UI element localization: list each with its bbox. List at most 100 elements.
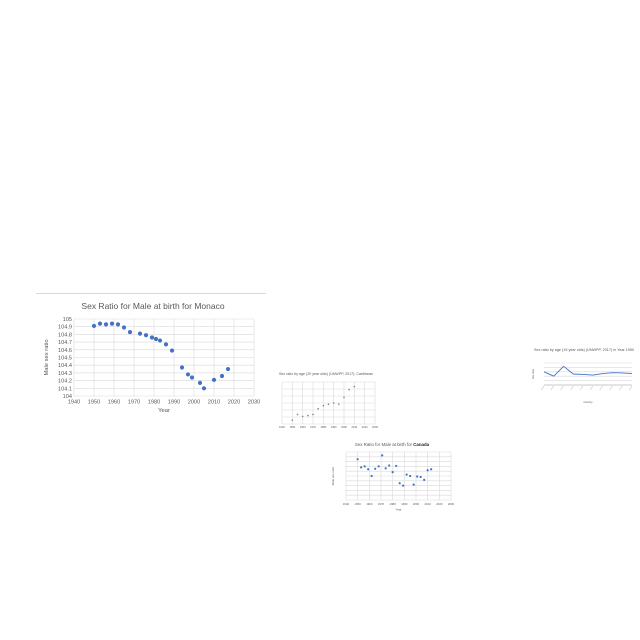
x-category-tick bbox=[628, 385, 633, 391]
chart-title: Sex Ratio for Male at birth for Monaco bbox=[81, 301, 224, 311]
x-category-tick bbox=[570, 385, 574, 391]
canada-sex-ratio-chart: Sex Ratio for Male at birth for Canada 19… bbox=[326, 440, 458, 512]
data-point bbox=[149, 335, 155, 340]
x-category-tick bbox=[609, 385, 613, 391]
data-point bbox=[189, 375, 195, 380]
x-tick-label: 2000 bbox=[188, 400, 200, 406]
data-point bbox=[127, 329, 133, 335]
data-point bbox=[367, 468, 370, 471]
data-point bbox=[391, 471, 394, 474]
x-tick-label: 2020 bbox=[362, 425, 368, 429]
data-point bbox=[109, 321, 115, 326]
chart-title: Sex Ratio for Male at birth for Canada bbox=[355, 442, 430, 447]
x-tick-label: 2000 bbox=[341, 425, 347, 429]
x-tick-label: 2030 bbox=[248, 400, 260, 406]
x-tick-label: 1980 bbox=[320, 425, 326, 429]
data-point bbox=[338, 403, 340, 405]
x-axis-label: Year bbox=[395, 508, 401, 512]
data-point bbox=[312, 413, 314, 416]
data-point bbox=[137, 331, 143, 336]
chart-title: Sex ratio by age (20 year olds) (UNWPP, … bbox=[279, 372, 373, 376]
data-point bbox=[97, 321, 103, 326]
age-chart-svg: Sex ratio by age (15 year olds) (UNWPP, … bbox=[531, 348, 634, 404]
x-category-tick bbox=[550, 385, 555, 391]
x-axis-label: Year bbox=[158, 408, 170, 414]
data-point bbox=[374, 467, 377, 470]
x-category-tick bbox=[589, 385, 594, 391]
x-tick-label: 1980 bbox=[148, 400, 160, 406]
data-point bbox=[377, 465, 380, 468]
y-tick-label: 104.3 bbox=[58, 371, 72, 377]
monaco-sex-ratio-chart: Sex Ratio for Male at birth for Monaco 10… bbox=[36, 293, 266, 429]
y-tick-label: 104.6 bbox=[58, 348, 72, 354]
data-point bbox=[185, 372, 191, 377]
data-point bbox=[121, 325, 127, 330]
x-tick-label: 2010 bbox=[351, 425, 357, 429]
data-point bbox=[405, 473, 408, 476]
data-point bbox=[157, 338, 163, 343]
data-point bbox=[348, 388, 350, 391]
x-tick-label: 1940 bbox=[343, 502, 350, 506]
data-point bbox=[423, 478, 426, 481]
x-tick-label: 1960 bbox=[366, 502, 373, 506]
x-tick-label: 1950 bbox=[88, 400, 100, 406]
y-tick-label: 104.8 bbox=[58, 332, 72, 338]
x-tick-label: 1950 bbox=[289, 425, 295, 429]
data-point bbox=[291, 419, 294, 421]
data-point bbox=[419, 475, 422, 479]
data-point bbox=[307, 414, 309, 417]
data-point bbox=[201, 386, 207, 391]
x-tick-label: 1960 bbox=[108, 400, 120, 406]
x-tick-label: 2000 bbox=[413, 502, 420, 506]
series-line bbox=[543, 365, 633, 377]
x-tick-label: 1950 bbox=[355, 502, 362, 506]
x-tick-label: 1960 bbox=[300, 425, 306, 429]
chart-title-country: Canada bbox=[413, 442, 429, 447]
data-point bbox=[332, 402, 335, 404]
data-point bbox=[211, 377, 217, 382]
data-point bbox=[370, 474, 373, 478]
y-tick-label: 104.1 bbox=[58, 386, 72, 392]
x-tick-label: 2020 bbox=[436, 502, 443, 506]
data-point bbox=[317, 407, 319, 410]
x-tick-label: 2010 bbox=[425, 502, 432, 506]
x-tick-label: 2030 bbox=[372, 425, 378, 429]
x-category-tick bbox=[560, 385, 564, 391]
data-point bbox=[225, 366, 231, 372]
y-tick-label: 104 bbox=[63, 394, 72, 400]
data-point bbox=[153, 336, 159, 342]
x-tick-label: 1970 bbox=[310, 425, 316, 429]
x-category-tick bbox=[618, 385, 623, 391]
data-point bbox=[360, 466, 363, 469]
x-axis-label: Country bbox=[583, 400, 593, 404]
x-category-tick bbox=[599, 385, 603, 391]
data-point bbox=[179, 365, 185, 370]
y-axis-label: Male sex ratio bbox=[331, 466, 335, 485]
data-point bbox=[163, 342, 169, 347]
canada-chart-svg: Sex Ratio for Male at birth for Canada 19… bbox=[331, 442, 455, 512]
x-category-tick bbox=[540, 385, 545, 391]
data-point bbox=[301, 415, 304, 418]
caribbean-chart-svg: Sex ratio by age (20 year olds) (UNWPP, … bbox=[279, 372, 378, 429]
y-tick-label: 104.4 bbox=[58, 363, 72, 369]
x-tick-label: 1970 bbox=[128, 400, 140, 406]
data-point bbox=[384, 467, 387, 470]
y-tick-label: 105 bbox=[63, 317, 72, 323]
data-point bbox=[91, 323, 97, 329]
data-point bbox=[169, 348, 175, 353]
monaco-chart-svg: Sex Ratio for Male at birth for Monaco 10… bbox=[44, 301, 260, 414]
y-tick-label: 104.7 bbox=[58, 340, 72, 346]
x-category-tick bbox=[579, 385, 584, 391]
x-tick-label: 2010 bbox=[208, 400, 220, 406]
data-point bbox=[363, 465, 366, 468]
data-point bbox=[409, 474, 412, 478]
data-point bbox=[115, 322, 121, 327]
x-tick-label: 2020 bbox=[228, 400, 240, 406]
data-point bbox=[388, 464, 391, 467]
data-point bbox=[412, 483, 415, 486]
data-point bbox=[343, 396, 345, 399]
x-tick-label: 2030 bbox=[448, 502, 455, 506]
sex-ratio-by-age-chart: Sex ratio by age (15 year olds) (UNWPP, … bbox=[528, 345, 640, 407]
y-axis-label: Sex ratio bbox=[531, 368, 535, 379]
data-point bbox=[395, 464, 398, 468]
